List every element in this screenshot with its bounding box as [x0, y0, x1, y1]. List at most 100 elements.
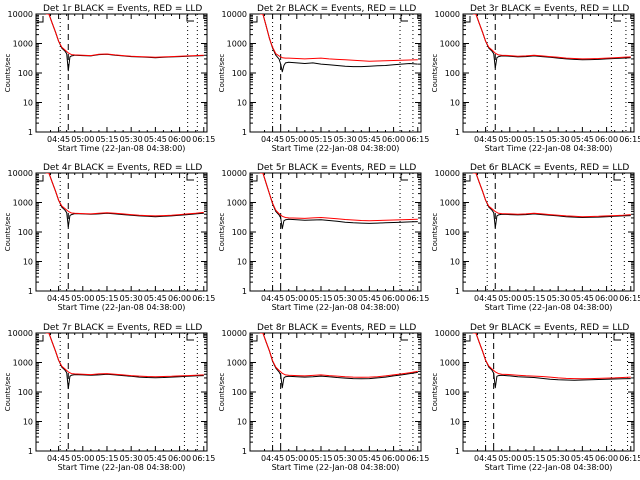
x-tick-label: 06:15 [619, 454, 640, 463]
chart-panel-2: Det 2r BLACK = Events, RED = LLD 1 10 100 10… [218, 4, 429, 153]
corner-marker-left [37, 16, 44, 23]
x-tick-label: 05:15 [522, 135, 545, 144]
corner-marker-right [400, 15, 408, 22]
y-axis-label: Counts/sec [4, 373, 12, 412]
y-tick-label: 1000 [13, 359, 33, 368]
plot-frame [462, 332, 635, 452]
x-axis-label: Start Time (22-Jan-08 04:38:00) [485, 463, 613, 472]
x-tick-label: 05:00 [71, 294, 94, 303]
x-tick-label: 05:30 [334, 135, 357, 144]
x-tick-label: 05:15 [309, 294, 332, 303]
chart-title: Det 9r BLACK = Events, RED = LLD [470, 323, 629, 333]
x-tick-label: 05:15 [309, 135, 332, 144]
corner-marker-left [464, 16, 471, 23]
x-tick-label: 05:00 [498, 294, 521, 303]
y-tick-label: 100 [232, 228, 247, 237]
y-tick-label: 1000 [440, 199, 460, 208]
x-tick-label: 04:45 [474, 294, 497, 303]
corner-marker-right [186, 15, 194, 22]
x-tick-label: 04:45 [47, 294, 70, 303]
x-tick-label: 06:00 [382, 135, 405, 144]
y-tick-label: 1 [28, 287, 33, 296]
series-lld-line [472, 14, 631, 60]
corner-marker-left [464, 175, 471, 182]
chart-title: Det 5r BLACK = Events, RED = LLD [257, 163, 416, 173]
y-tick-label: 1000 [227, 359, 247, 368]
x-tick-label: 04:45 [474, 454, 497, 463]
series-events-line [472, 14, 631, 69]
x-tick-label: 06:15 [192, 294, 215, 303]
chart-panel-7: Det 7r BLACK = Events, RED = LLD 1 10 100 10… [4, 323, 215, 472]
chart-panel-6: Det 6r BLACK = Events, RED = LLD 1 10 100 10… [431, 163, 640, 312]
series-lld-line [472, 173, 631, 218]
chart-title: Det 6r BLACK = Events, RED = LLD [470, 163, 629, 173]
chart-panel-1: Det 1r BLACK = Events, RED = LLD 1 10 100 10… [4, 4, 215, 153]
y-tick-label: 100 [18, 228, 33, 237]
corner-marker-right [186, 174, 194, 181]
y-tick-label: 10 [450, 258, 460, 267]
y-tick-label: 1000 [227, 199, 247, 208]
plot-frame [462, 172, 635, 292]
x-tick-label: 05:00 [498, 454, 521, 463]
y-tick-label: 10 [237, 418, 247, 427]
x-tick-label: 05:30 [334, 454, 357, 463]
series-events-line [45, 14, 204, 72]
y-tick-label: 10000 [8, 169, 33, 178]
x-tick-label: 05:45 [358, 454, 381, 463]
y-tick-label: 1 [455, 128, 460, 137]
y-tick-label: 100 [445, 388, 460, 397]
series-lld-line [45, 333, 204, 378]
y-tick-label: 10 [23, 258, 33, 267]
y-axis-label: Counts/sec [4, 54, 12, 93]
x-tick-label: 05:00 [71, 454, 94, 463]
series-lld-line [259, 333, 418, 378]
plot-frame [462, 13, 635, 133]
x-tick-label: 05:30 [334, 294, 357, 303]
y-tick-label: 1000 [440, 40, 460, 49]
x-tick-label: 04:45 [474, 135, 497, 144]
y-axis-label: Counts/sec [4, 213, 12, 252]
chart-panel-8: Det 8r BLACK = Events, RED = LLD 1 10 100 10… [218, 323, 429, 472]
y-tick-label: 10000 [435, 10, 460, 19]
corner-marker-left [251, 175, 258, 182]
x-axis-label: Start Time (22-Jan-08 04:38:00) [58, 144, 186, 153]
y-tick-label: 10 [23, 99, 33, 108]
y-tick-label: 1000 [440, 359, 460, 368]
y-tick-label: 10 [237, 99, 247, 108]
x-tick-label: 05:15 [522, 454, 545, 463]
x-tick-label: 05:45 [358, 294, 381, 303]
y-tick-label: 100 [445, 69, 460, 78]
x-tick-label: 05:30 [547, 454, 570, 463]
y-axis-label: Counts/sec [431, 54, 439, 93]
x-tick-label: 05:45 [571, 294, 594, 303]
y-tick-label: 1 [242, 447, 247, 456]
x-tick-label: 05:30 [120, 454, 143, 463]
x-tick-label: 06:15 [619, 135, 640, 144]
x-tick-label: 06:00 [595, 294, 618, 303]
x-tick-label: 05:15 [95, 135, 118, 144]
x-tick-label: 05:00 [285, 294, 308, 303]
x-axis-label: Start Time (22-Jan-08 04:38:00) [272, 144, 400, 153]
series-events-line [472, 333, 631, 389]
series-events-line [45, 173, 204, 228]
chart-panel-9: Det 9r BLACK = Events, RED = LLD 1 10 100 10… [431, 323, 640, 472]
series-events-line [259, 333, 418, 389]
chart-panel-4: Det 4r BLACK = Events, RED = LLD 1 10 100 10… [4, 163, 215, 312]
y-tick-label: 1 [455, 287, 460, 296]
x-tick-label: 05:45 [144, 135, 167, 144]
x-tick-label: 06:00 [168, 294, 191, 303]
x-axis-label: Start Time (22-Jan-08 04:38:00) [272, 303, 400, 312]
series-events-line [472, 173, 631, 229]
x-tick-label: 06:00 [168, 454, 191, 463]
y-tick-label: 1 [242, 128, 247, 137]
plot-frame [249, 13, 422, 133]
plot-frame [35, 172, 208, 292]
y-tick-label: 1 [455, 447, 460, 456]
y-axis-label: Counts/sec [218, 373, 226, 412]
series-events-line [259, 14, 418, 73]
y-axis-label: Counts/sec [218, 213, 226, 252]
x-axis-label: Start Time (22-Jan-08 04:38:00) [485, 144, 613, 153]
x-axis-label: Start Time (22-Jan-08 04:38:00) [272, 463, 400, 472]
y-tick-label: 100 [232, 388, 247, 397]
